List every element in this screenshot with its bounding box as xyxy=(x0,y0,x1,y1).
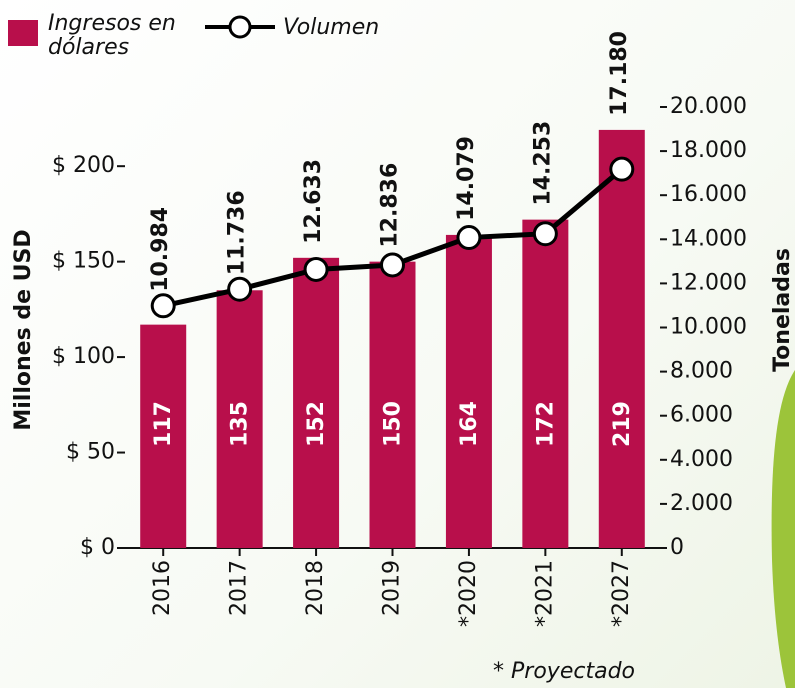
legend-label: Ingresos en dólares xyxy=(48,12,198,60)
chart: Volumen Millones de USD Toneladas * Proy… xyxy=(0,0,795,688)
bar-value-label: 150 xyxy=(381,401,406,447)
line-value-label: 17.180 xyxy=(607,31,632,116)
y-tick-label: $ 50 xyxy=(66,440,115,465)
bar-value-label: 135 xyxy=(228,401,253,447)
bar xyxy=(599,130,645,548)
line-marker xyxy=(534,223,556,245)
y2-tick-label: 14.000 xyxy=(670,226,747,251)
line-value-label: 10.984 xyxy=(148,207,173,292)
y-tick-label: $ 200 xyxy=(52,153,115,178)
y2-tick-label: 0 xyxy=(670,535,684,560)
line-marker xyxy=(458,227,480,249)
y2-tick-label: 4.000 xyxy=(670,447,733,472)
y2-tick-label: 18.000 xyxy=(670,138,747,163)
y2-tick-label: 16.000 xyxy=(670,182,747,207)
line-marker xyxy=(611,158,633,180)
decoration xyxy=(772,370,795,688)
y2-tick-label: 2.000 xyxy=(670,491,733,516)
bar-value-label: 117 xyxy=(151,401,176,447)
bar xyxy=(522,220,568,548)
legend-swatch xyxy=(8,20,38,46)
line-marker xyxy=(229,278,251,300)
line-marker xyxy=(152,295,174,317)
x-tick-label: 2018 xyxy=(303,560,328,616)
x-tick-label: *2020 xyxy=(456,560,481,627)
y2-tick-label: 8.000 xyxy=(670,359,733,384)
y-axis-label: Millones de USD xyxy=(11,229,36,430)
bar-value-label: 172 xyxy=(533,401,558,447)
bar xyxy=(446,235,492,548)
line-value-label: 12.836 xyxy=(378,163,403,248)
line-marker xyxy=(382,254,404,276)
line-value-label: 14.253 xyxy=(530,121,555,206)
line-marker xyxy=(305,258,327,280)
y2-axis-label: Toneladas xyxy=(770,248,795,372)
line-value-label: 14.079 xyxy=(454,136,479,221)
x-tick-label: *2021 xyxy=(532,560,557,627)
line-value-label: 11.736 xyxy=(225,190,250,275)
y-tick-label: $ 100 xyxy=(52,344,115,369)
legend-label: Volumen xyxy=(283,15,379,40)
footnote: * Proyectado xyxy=(493,659,635,684)
x-tick-label: 2017 xyxy=(227,560,252,616)
x-tick-label: 2019 xyxy=(380,560,405,616)
y-tick-label: $ 150 xyxy=(52,249,115,274)
x-tick-label: 2016 xyxy=(150,560,175,616)
y2-tick-label: 20.000 xyxy=(670,94,747,119)
x-tick-label: *2027 xyxy=(609,560,634,627)
y-tick-label: $ 0 xyxy=(80,535,115,560)
bar-value-label: 164 xyxy=(457,401,482,447)
legend-marker xyxy=(230,17,250,37)
bar-value-label: 219 xyxy=(610,401,635,447)
y2-tick-label: 6.000 xyxy=(670,403,733,428)
y2-tick-label: 10.000 xyxy=(670,315,747,340)
line-value-label: 12.633 xyxy=(301,159,326,244)
page: Volumen Millones de USD Toneladas * Proy… xyxy=(0,0,795,688)
bar-value-label: 152 xyxy=(304,401,329,447)
y2-tick-label: 12.000 xyxy=(670,270,747,295)
